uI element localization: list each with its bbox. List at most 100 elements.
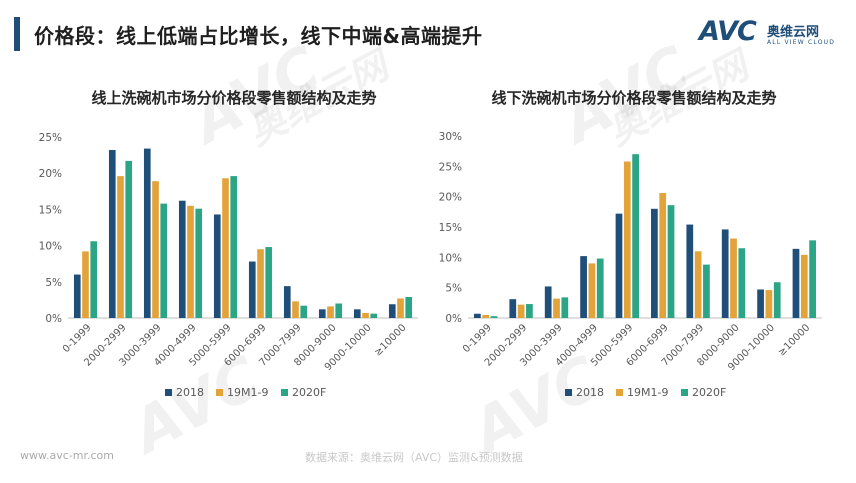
title-accent-bar — [14, 17, 20, 51]
chart-title: 线上洗碗机市场分价格段零售额结构及走势 — [91, 89, 376, 107]
bar-2020F-7000-7999 — [703, 264, 710, 318]
bar-2020F-0-1999 — [490, 316, 498, 318]
bar-19M1-9-8000-9000 — [730, 238, 737, 318]
x-tick-label: ≥10000 — [776, 322, 812, 358]
bar-19M1-9-4000-4999 — [187, 205, 194, 318]
legend-swatch-2018 — [165, 389, 172, 396]
bar-2018-8000-9000 — [721, 229, 729, 318]
bar-2018-7000-7999 — [283, 286, 291, 318]
x-tick-label: ≥10000 — [372, 322, 408, 358]
bar-19M1-9-≥10000 — [397, 298, 404, 318]
bar-2020F-9000-10000 — [370, 313, 378, 318]
legend-label: 2020F — [292, 386, 326, 399]
bar-2020F-≥10000 — [809, 240, 816, 318]
chart-title: 线下洗碗机市场分价格段零售额结构及走势 — [491, 89, 776, 107]
bar-2020F-8000-9000 — [335, 303, 343, 318]
legend-swatch-2020F — [281, 389, 288, 396]
bar-2020F-5000-5999 — [230, 176, 238, 318]
bar-2018-4000-4999 — [580, 256, 587, 318]
bar-19M1-9-3000-3999 — [553, 298, 560, 318]
legend-label: 19M1-9 — [627, 386, 668, 399]
bar-2018-8000-9000 — [318, 309, 326, 318]
y-tick-label: 25% — [439, 161, 462, 173]
legend-swatch-2020F — [681, 389, 688, 396]
bar-2018-9000-10000 — [757, 289, 764, 318]
slide-title: 价格段：线上低端占比增长，线下中端&高端提升 — [34, 24, 483, 48]
bar-19M1-9-6000-6999 — [257, 249, 264, 318]
logo-en-text: ALL VIEW CLOUD — [767, 39, 836, 46]
bar-2020F-≥10000 — [405, 297, 413, 318]
bar-2018-7000-7999 — [686, 224, 694, 318]
bar-2020F-6000-6999 — [265, 247, 273, 318]
legend-label: 2018 — [176, 386, 204, 399]
bar-19M1-9-≥10000 — [800, 254, 808, 318]
bar-2018-≥10000 — [792, 248, 800, 318]
footer-url[interactable]: www.avc-mr.com — [20, 449, 114, 462]
y-tick-label: 15% — [439, 222, 462, 234]
y-tick-label: 25% — [39, 132, 62, 144]
bar-19M1-9-5000-5999 — [222, 178, 229, 318]
logo-mark: AVC — [699, 16, 757, 47]
y-tick-label: 15% — [39, 204, 62, 216]
avc-logo: AVC 奥维云网 ALL VIEW CLOUD — [699, 16, 839, 52]
bar-2020F-0-1999 — [90, 241, 98, 318]
y-tick-label: 20% — [439, 192, 462, 204]
bar-2018-≥10000 — [388, 304, 396, 318]
bar-19M1-9-6000-6999 — [659, 193, 667, 318]
legend-swatch-2018 — [565, 389, 572, 396]
bar-19M1-9-2000-2999 — [517, 304, 525, 318]
bar-19M1-9-7000-7999 — [292, 301, 299, 318]
bar-2020F-3000-3999 — [561, 297, 569, 318]
legend-label: 19M1-9 — [227, 386, 268, 399]
bar-19M1-9-7000-7999 — [694, 251, 702, 318]
x-tick-label: 0-1999 — [61, 322, 94, 355]
bar-2018-0-1999 — [73, 274, 81, 318]
bar-2020F-2000-2999 — [526, 304, 533, 318]
logo-cn-text: 奥维云网 — [767, 25, 820, 40]
bar-2018-2000-2999 — [108, 150, 116, 318]
bar-19M1-9-2000-2999 — [117, 176, 124, 318]
bar-2018-4000-4999 — [178, 200, 186, 318]
y-tick-label: 5% — [45, 277, 62, 289]
legend-swatch-19M1-9 — [616, 389, 623, 396]
legend-swatch-19M1-9 — [216, 389, 223, 396]
y-tick-label: 5% — [445, 283, 462, 295]
bar-19M1-9-0-1999 — [82, 251, 89, 318]
bar-2018-5000-5999 — [615, 213, 623, 318]
bar-19M1-9-9000-10000 — [362, 312, 369, 318]
y-tick-label: 30% — [439, 131, 462, 143]
bar-2020F-4000-4999 — [596, 258, 604, 318]
bar-2018-2000-2999 — [509, 299, 517, 318]
y-tick-label: 0% — [45, 313, 62, 325]
bar-2018-0-1999 — [474, 313, 481, 318]
footer-source: 数据来源：奥维云网（AVC）监测&预测数据 — [305, 451, 523, 464]
bar-2018-6000-6999 — [248, 261, 256, 318]
legend-label: 2020F — [692, 386, 726, 399]
bar-2020F-9000-10000 — [773, 282, 781, 318]
y-tick-label: 10% — [439, 252, 462, 264]
bar-19M1-9-8000-9000 — [327, 306, 334, 318]
bar-2020F-2000-2999 — [125, 160, 133, 318]
bar-2018-6000-6999 — [651, 208, 658, 318]
y-tick-label: 10% — [39, 241, 62, 253]
bar-19M1-9-5000-5999 — [623, 161, 631, 318]
bar-2018-3000-3999 — [143, 148, 151, 318]
bar-2020F-6000-6999 — [667, 205, 675, 318]
x-tick-label: 0-1999 — [461, 322, 494, 355]
bar-2020F-4000-4999 — [195, 208, 203, 318]
bar-2020F-5000-5999 — [632, 154, 639, 318]
bar-19M1-9-3000-3999 — [152, 181, 159, 318]
y-tick-label: 20% — [39, 168, 62, 180]
bar-2020F-3000-3999 — [160, 203, 168, 318]
bar-19M1-9-0-1999 — [482, 314, 490, 318]
y-tick-label: 0% — [445, 313, 462, 325]
bar-2020F-8000-9000 — [738, 248, 746, 318]
bar-19M1-9-4000-4999 — [588, 263, 596, 318]
bar-19M1-9-9000-10000 — [765, 290, 773, 318]
bar-2018-5000-5999 — [213, 214, 221, 318]
bar-2018-9000-10000 — [353, 309, 361, 318]
bar-2018-3000-3999 — [544, 286, 552, 318]
legend-label: 2018 — [576, 386, 604, 399]
